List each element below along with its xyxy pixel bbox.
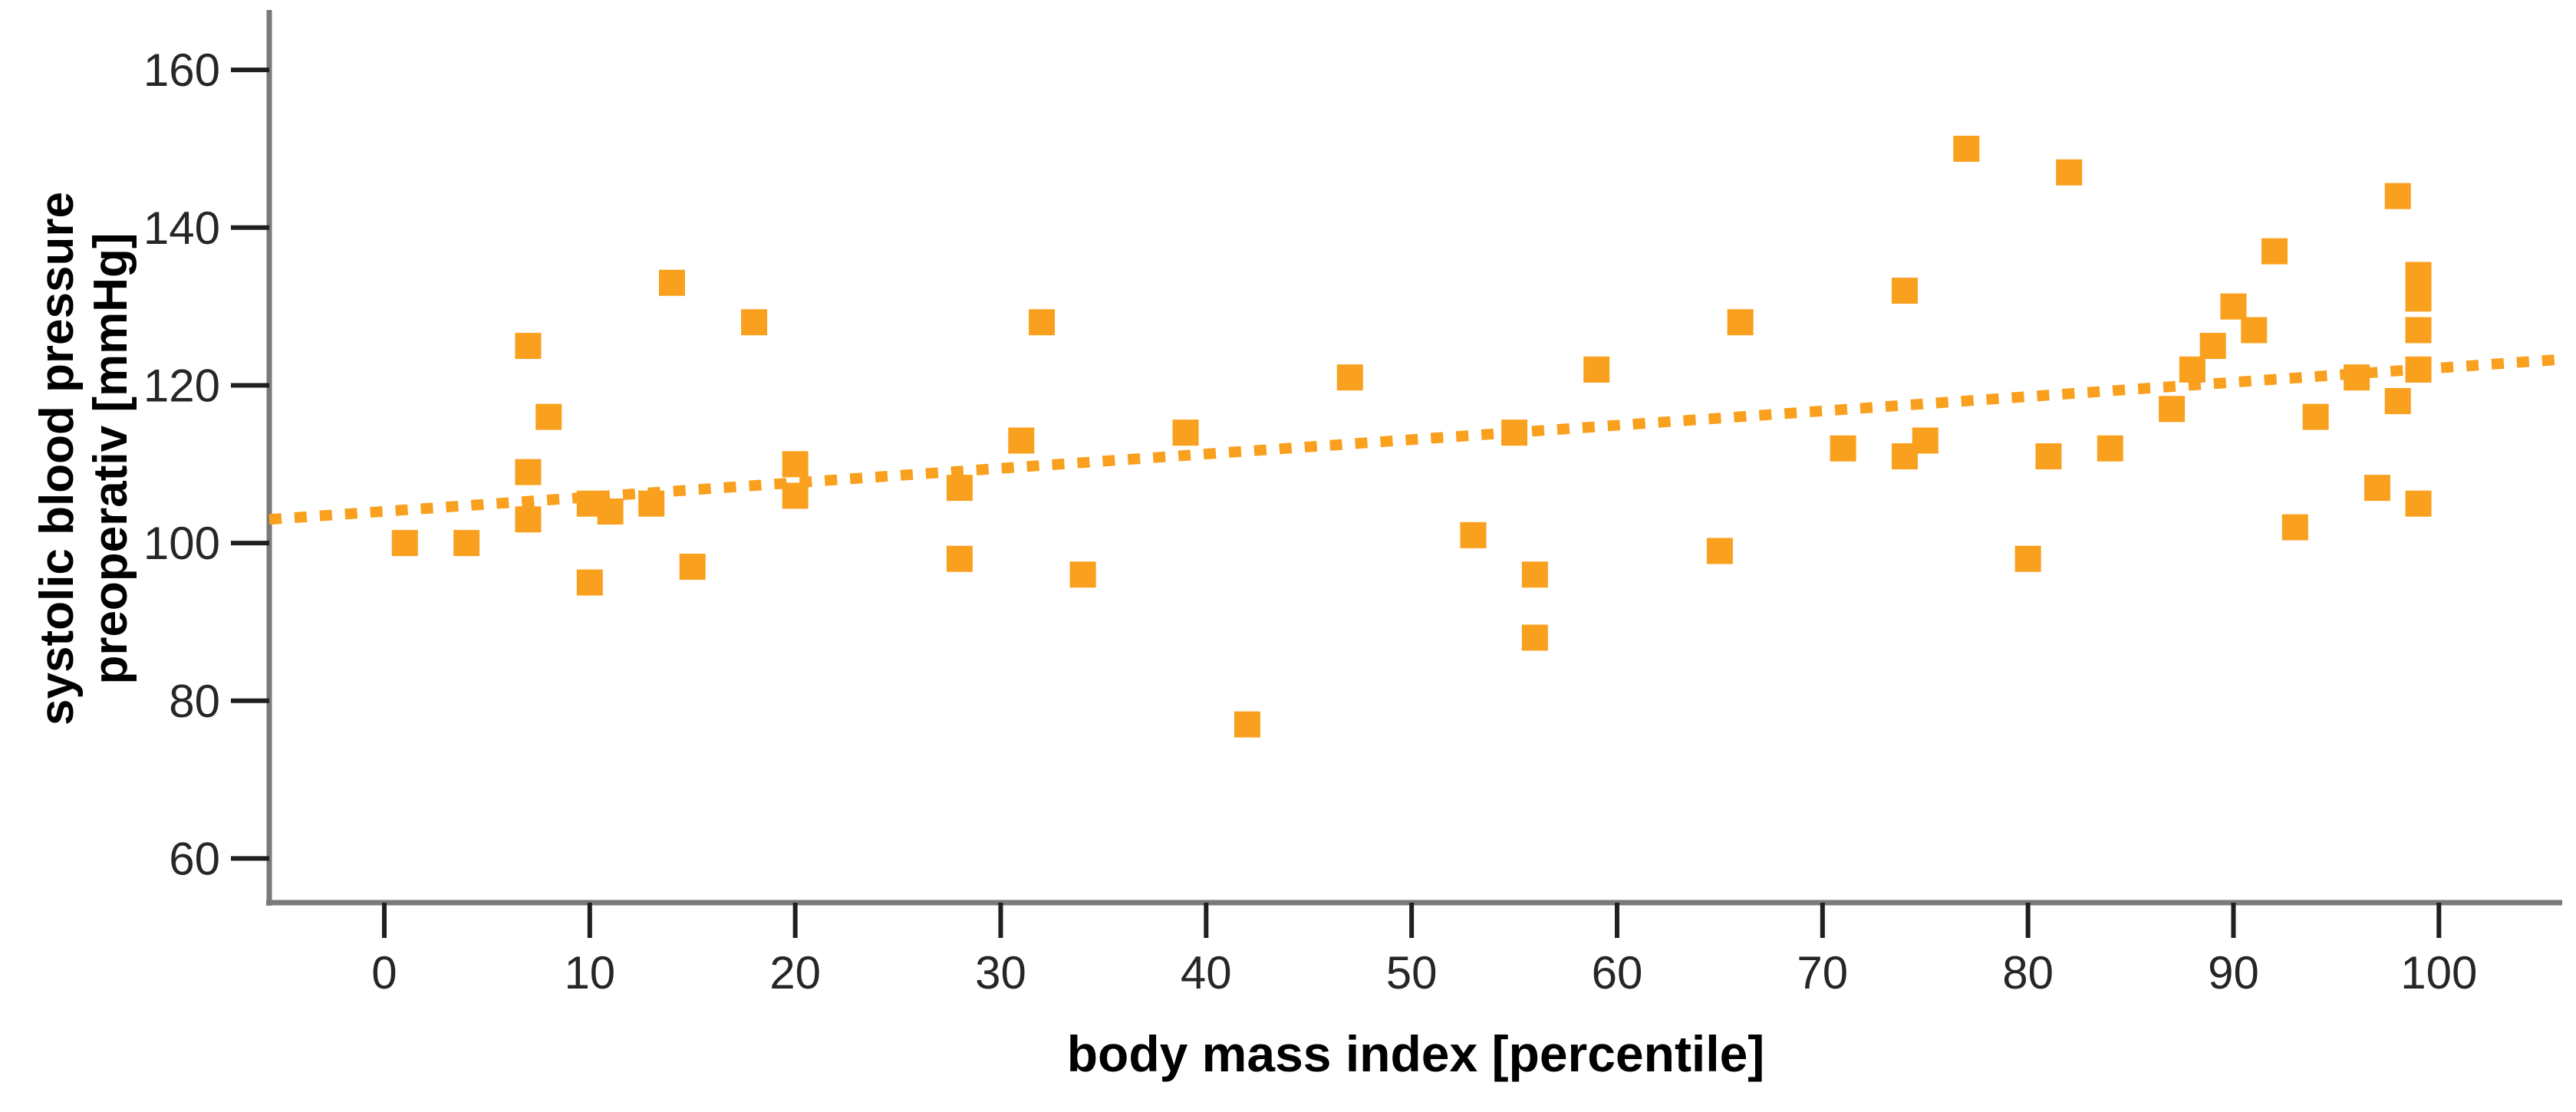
data-point [2261, 238, 2288, 265]
x-tick-label: 50 [1386, 947, 1438, 998]
y-tick-label: 60 [169, 833, 220, 884]
data-point [2241, 317, 2268, 344]
data-point [1953, 135, 1980, 162]
data-point [2056, 159, 2083, 186]
data-point [782, 451, 809, 478]
data-point [2097, 435, 2123, 462]
y-tick-label: 80 [169, 676, 220, 727]
x-tick-label: 40 [1181, 947, 1232, 998]
data-point [1069, 561, 1096, 588]
x-tick-label: 80 [2002, 947, 2054, 998]
x-tick-label: 30 [975, 947, 1026, 998]
y-tick-label: 120 [143, 360, 220, 411]
data-point [1521, 561, 1548, 588]
data-point [741, 309, 768, 336]
data-point [2384, 388, 2411, 415]
data-point [1891, 278, 1918, 304]
x-tick-label: 10 [564, 947, 615, 998]
data-point [658, 269, 685, 296]
data-point [2179, 356, 2205, 383]
data-point [1172, 419, 1199, 446]
y-tick-label: 140 [143, 202, 220, 254]
data-point [2302, 403, 2329, 430]
data-point [597, 498, 624, 525]
data-point [2199, 333, 2226, 360]
data-point [2405, 490, 2432, 517]
data-point [1336, 364, 1363, 391]
data-point [946, 475, 973, 502]
x-axis-title: body mass index [percentile] [1066, 1025, 1765, 1082]
data-point [2035, 443, 2062, 469]
data-point [1706, 538, 1733, 564]
y-tick-label: 100 [143, 518, 220, 569]
data-point [2220, 293, 2247, 320]
data-point [2364, 475, 2390, 502]
x-tick-label: 0 [371, 947, 397, 998]
data-point [453, 530, 480, 557]
data-point [515, 333, 542, 360]
data-point [946, 545, 973, 572]
data-point [515, 506, 542, 533]
data-point [515, 459, 542, 485]
trend-line [268, 354, 2563, 525]
data-point [1234, 711, 1260, 738]
x-tick-label: 100 [2400, 947, 2477, 998]
data-point [1830, 435, 1856, 462]
data-point [1912, 427, 1939, 454]
y-axis-title-line2: preoperativ [mmHg] [84, 232, 137, 685]
data-point [1029, 309, 1056, 336]
data-point [2405, 317, 2432, 344]
data-point [1008, 427, 1035, 454]
data-point [576, 569, 603, 596]
data-point [1583, 356, 1610, 383]
data-point [1727, 309, 1754, 336]
data-point [2405, 262, 2432, 288]
data-point [535, 403, 562, 430]
data-point [1521, 624, 1548, 651]
y-axis-title: systolic blood pressure preoperativ [mmH… [31, 0, 138, 919]
data-point [2281, 514, 2308, 541]
y-tick-label: 160 [143, 44, 220, 96]
data-point [2014, 545, 2041, 572]
data-point [391, 530, 418, 557]
data-point [679, 553, 706, 580]
x-tick-label: 90 [2208, 947, 2259, 998]
y-axis-title-line1: systolic blood pressure [31, 192, 84, 725]
data-point [2159, 396, 2186, 423]
x-tick-label: 60 [1592, 947, 1643, 998]
data-point [2405, 285, 2432, 312]
x-tick-label: 70 [1797, 947, 1848, 998]
data-point [1460, 521, 1487, 548]
x-tick-label: 20 [769, 947, 821, 998]
data-point [2384, 183, 2411, 209]
